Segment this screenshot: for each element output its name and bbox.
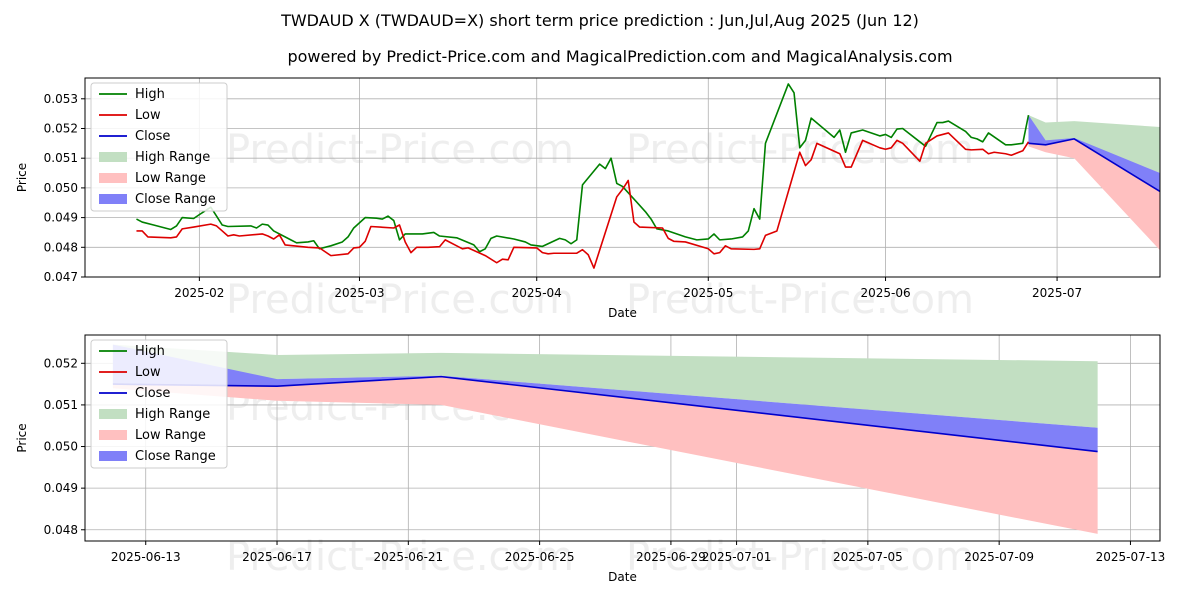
watermark-text: Predict-Price.com [626,534,974,580]
high-range-band [1028,115,1160,174]
y-tick-label: 0.049 [44,481,78,495]
y-tick-label: 0.051 [44,398,78,412]
x-tick-label: 2025-06-13 [111,550,181,564]
chart-title: TWDAUD X (TWDAUD=X) short term price pre… [280,11,919,30]
history-panel: Predict-Price.com Predict-Price.com Predic… [15,77,1161,323]
y-tick-label: 0.048 [44,523,78,537]
watermark-text: Predict-Price.com [226,127,574,173]
x-axis-label: Date [608,570,637,584]
close-series-line [1028,138,1160,193]
y-axis-label: Price [15,423,29,452]
x-tick-label: 2025-06-17 [242,550,312,564]
axes-frame [84,334,1161,542]
chart-subtitle: powered by Predict-Price.com and Magical… [287,47,952,66]
x-tick-label: 2025-06-29 [636,550,706,564]
y-tick-label: 0.048 [44,240,78,254]
x-tick-label: 2025-05 [683,286,733,300]
watermark-text: Predict-Price.com [226,534,574,580]
legend-swatch-low-range [99,430,127,440]
x-axis-label: Date [608,306,637,320]
x-tick-label: 2025-07-13 [1096,550,1166,564]
watermark-text: Predict-Price.com [626,277,974,323]
x-tick-label: 2025-06 [860,286,910,300]
legend-swatch-close-range [99,194,127,204]
watermark-text: Predict-Price.com [226,277,574,323]
x-tick-label: 2025-06-25 [505,550,575,564]
legend-label-close-range: Close Range [135,449,216,464]
legend-swatch-high-range [99,152,127,162]
legend-label-low-range: Low Range [135,171,206,186]
low-series-line [136,132,1030,269]
y-tick-label: 0.049 [44,211,78,225]
legend-label-high: High [135,87,165,102]
legend-label-high-range: High Range [135,150,210,165]
legend-swatch-close-range [99,451,127,461]
legend-label-close: Close [135,129,170,144]
x-tick-label: 2025-07-05 [833,550,903,564]
x-tick-label: 2025-02 [174,286,224,300]
legend-label-close-range: Close Range [135,192,216,207]
y-axis-label: Price [15,163,29,192]
legend-swatch-low-range [99,173,127,183]
x-tick-label: 2025-07-09 [964,550,1034,564]
legend-label-close: Close [135,386,170,401]
y-tick-label: 0.052 [44,121,78,135]
x-tick-label: 2025-07-01 [702,550,772,564]
legend-label-low: Low [135,365,161,380]
x-tick-label: 2025-04 [512,286,562,300]
legend-label-high: High [135,344,165,359]
y-tick-label: 0.050 [44,440,78,454]
axes-frame [84,77,1161,278]
y-tick-label: 0.051 [44,151,78,165]
x-tick-label: 2025-07 [1032,286,1082,300]
plot-area [112,344,1098,534]
y-tick-label: 0.053 [44,92,78,106]
y-tick-label: 0.047 [44,270,78,284]
y-tick-label: 0.052 [44,356,78,370]
legend-swatch-high-range [99,409,127,419]
legend-label-low-range: Low Range [135,428,206,443]
x-tick-label: 2025-06-21 [373,550,443,564]
high-range-band [112,344,1098,428]
x-tick-label: 2025-03 [334,286,384,300]
high-series-line [136,83,1030,253]
plot-area [136,83,1160,269]
y-tick-label: 0.050 [44,181,78,195]
legend-label-high-range: High Range [135,407,210,422]
legend-label-low: Low [135,108,161,123]
watermark-text: Predict-Price.com [626,127,974,173]
